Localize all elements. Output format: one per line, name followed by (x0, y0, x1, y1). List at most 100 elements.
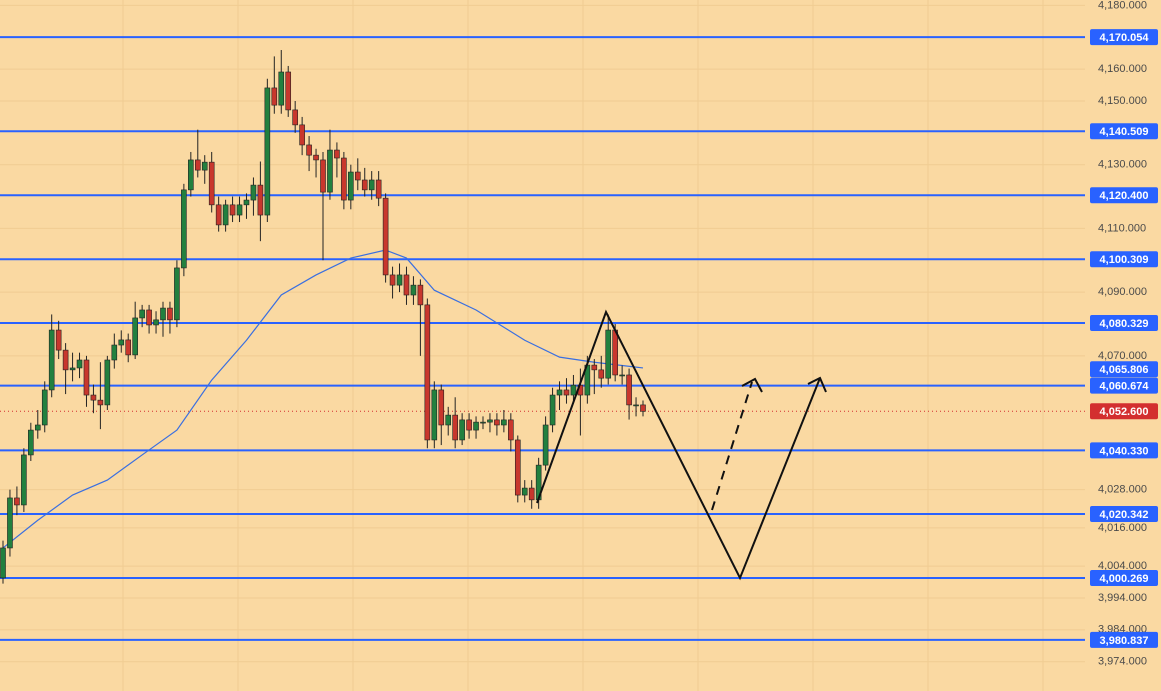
candle-body (292, 109, 298, 126)
candle-body (264, 87, 271, 216)
candle-body (626, 374, 632, 406)
drawings (536, 309, 827, 581)
level-label-box (1090, 442, 1158, 459)
candle-body (139, 309, 145, 319)
candle-body (76, 359, 83, 369)
candle-body (181, 189, 187, 269)
candle-body (28, 429, 34, 456)
arrow-head (741, 377, 763, 393)
level-label-text: 4,170.054 (1100, 32, 1150, 44)
candle-body (619, 374, 625, 377)
ma-label-text: 4,065.806 (1100, 364, 1149, 376)
candle-body (598, 369, 605, 379)
candle-body (14, 497, 20, 506)
candle-body (514, 439, 521, 496)
candle-body (549, 394, 556, 426)
y-tick-label: 4,070.000 (1098, 350, 1147, 362)
level-label-box (1090, 314, 1158, 331)
candle-body (104, 359, 111, 406)
candle-body (410, 284, 417, 296)
candle-body (201, 161, 208, 171)
level-label-text: 4,020.342 (1100, 509, 1149, 521)
candle-body (389, 274, 396, 286)
candle-body (327, 149, 333, 193)
candle-body (438, 389, 445, 426)
candle-body (612, 329, 618, 376)
candle-body (354, 171, 361, 181)
candle-body (7, 497, 13, 549)
level-label-text: 3,980.837 (1100, 635, 1149, 647)
candle-body (55, 329, 62, 351)
level-label-box (1090, 187, 1158, 204)
candle-body (313, 154, 319, 161)
candles (0, 50, 646, 584)
zigzag-projection (536, 309, 821, 581)
candle-body (83, 359, 90, 396)
candle-body (41, 389, 48, 426)
candle-body (591, 364, 598, 371)
candle-body (257, 184, 264, 216)
candle-body (521, 487, 528, 496)
candle-body (90, 394, 97, 401)
level-label-text: 4,060.674 (1100, 380, 1150, 392)
dashed-projection (711, 381, 753, 511)
candle-body (605, 329, 612, 379)
level-label-box (1090, 377, 1158, 394)
candle-body (563, 389, 570, 396)
candle-body (222, 204, 229, 226)
candle-body (473, 421, 479, 431)
candle-body (494, 419, 500, 426)
candle-body (160, 307, 166, 321)
candle-body (445, 414, 452, 426)
candle-body (306, 144, 312, 156)
level-label-box (1090, 570, 1158, 587)
y-tick-label: 4,028.000 (1098, 484, 1147, 496)
level-label-box (1090, 251, 1158, 268)
candle-body (111, 344, 118, 361)
y-tick-label: 4,160.000 (1098, 63, 1147, 75)
candle-body (528, 487, 535, 501)
last-price-label-box (1090, 403, 1158, 420)
candle-body (97, 399, 104, 406)
vertical-grid (122, 0, 1044, 691)
candle-body (487, 419, 493, 423)
candle-body (334, 149, 340, 159)
candle-body (278, 71, 285, 106)
levels (0, 36, 1085, 641)
candle-body (375, 179, 382, 199)
level-label-text: 4,140.509 (1100, 126, 1149, 138)
candle-body (480, 421, 486, 424)
candle-body (174, 267, 180, 321)
level-label-text: 4,040.330 (1100, 445, 1149, 457)
candle-body (556, 389, 563, 396)
candle-body (396, 274, 403, 286)
candle-body (125, 339, 132, 356)
candle-body (34, 424, 41, 431)
level-label-text: 4,120.400 (1100, 190, 1149, 202)
candle-body (271, 87, 278, 106)
y-tick-label: 3,974.000 (1098, 656, 1147, 668)
candle-body (285, 71, 292, 111)
moving-average (2, 249, 644, 549)
candle-body (431, 389, 438, 441)
candle-body (299, 124, 305, 146)
candle-body (236, 204, 243, 216)
candle-body (250, 184, 257, 201)
candle-body (194, 159, 201, 171)
candle-body (542, 424, 549, 466)
candle-body (48, 329, 55, 391)
arrow-head (807, 376, 827, 393)
candle-body (320, 159, 326, 193)
candle-body (570, 384, 577, 396)
y-tick-label: 4,130.000 (1098, 159, 1147, 171)
candle-body (153, 319, 159, 326)
y-tick-label: 4,016.000 (1098, 522, 1147, 534)
candle-body (640, 404, 646, 412)
level-label-text: 4,100.309 (1100, 254, 1149, 266)
candle-body (348, 171, 354, 201)
level-label-text: 4,000.269 (1100, 573, 1149, 585)
candle-body (501, 419, 507, 426)
last-price-label-text: 4,052.600 (1100, 406, 1149, 418)
level-label-text: 4,080.329 (1100, 318, 1149, 330)
